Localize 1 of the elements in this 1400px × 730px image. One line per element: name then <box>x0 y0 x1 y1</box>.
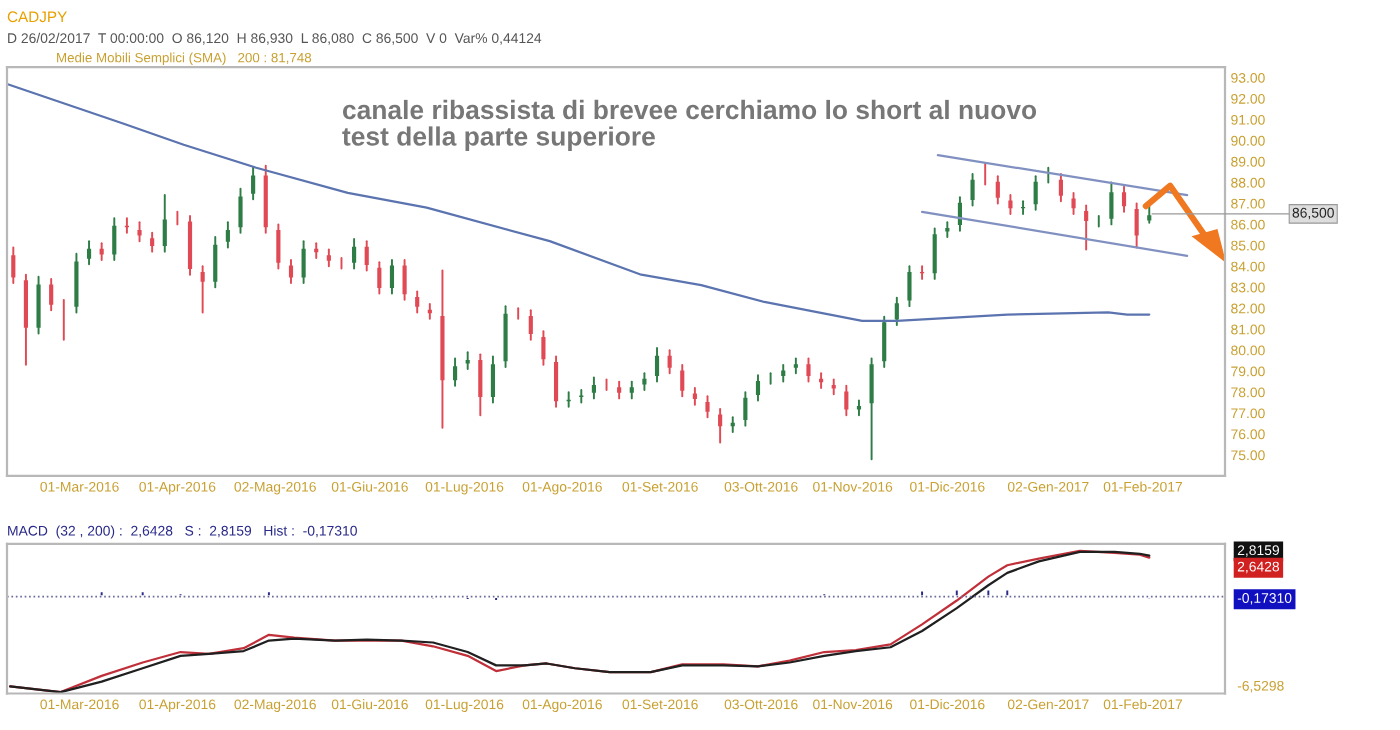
annotation: canale ribassista di brevee cerchiamo lo short al nuovo test della parte superiore <box>342 99 1037 151</box>
